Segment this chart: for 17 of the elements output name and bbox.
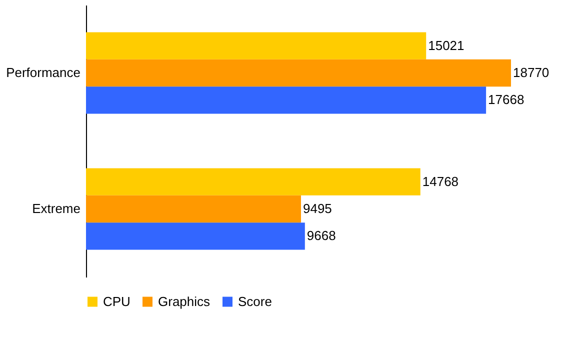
data-label: 15021 [428, 38, 464, 53]
legend-label: CPU [103, 294, 130, 309]
y-tick-label: Performance [6, 65, 80, 80]
bar [86, 86, 486, 114]
legend-label: Score [238, 294, 272, 309]
bar [86, 59, 511, 87]
data-label: 18770 [513, 65, 550, 80]
bar [86, 195, 301, 223]
bar [86, 168, 420, 196]
y-tick-label: Extreme [32, 201, 80, 216]
bar [86, 222, 305, 250]
data-label: 9668 [306, 228, 336, 244]
data-label: 9495 [302, 201, 332, 216]
bar [86, 32, 426, 60]
legend-label: Graphics [158, 294, 211, 309]
data-label: 17668 [488, 92, 524, 108]
data-label: 14768 [422, 174, 459, 189]
